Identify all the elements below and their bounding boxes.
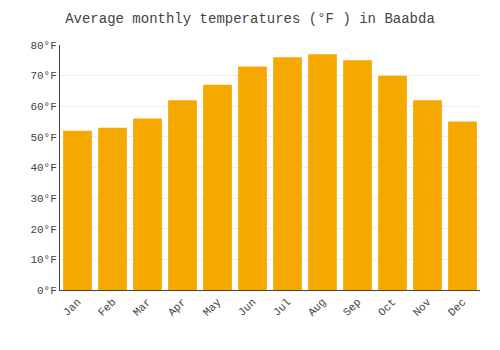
svg-text:Feb: Feb xyxy=(96,296,118,318)
svg-text:Mar: Mar xyxy=(131,296,153,318)
svg-text:Apr: Apr xyxy=(166,296,188,318)
svg-text:Oct: Oct xyxy=(376,296,398,318)
svg-text:Jul: Jul xyxy=(271,296,293,318)
svg-text:Jan: Jan xyxy=(61,296,83,318)
svg-text:20°F: 20°F xyxy=(30,224,56,236)
svg-text:30°F: 30°F xyxy=(30,193,56,205)
svg-text:50°F: 50°F xyxy=(30,132,56,144)
svg-text:60°F: 60°F xyxy=(30,101,56,113)
svg-text:May: May xyxy=(201,296,224,319)
svg-text:80°F: 80°F xyxy=(30,40,56,52)
svg-text:10°F: 10°F xyxy=(30,254,56,266)
svg-text:Aug: Aug xyxy=(306,296,328,318)
svg-text:Average monthly temperatures (: Average monthly temperatures (°F ) in Ba… xyxy=(65,11,435,27)
svg-text:Jun: Jun xyxy=(236,296,258,318)
svg-text:Nov: Nov xyxy=(411,296,434,319)
svg-text:40°F: 40°F xyxy=(30,162,56,174)
svg-text:Sep: Sep xyxy=(341,296,363,318)
svg-text:Dec: Dec xyxy=(446,296,468,318)
svg-text:70°F: 70°F xyxy=(30,70,56,82)
svg-text:0°F: 0°F xyxy=(37,285,57,297)
